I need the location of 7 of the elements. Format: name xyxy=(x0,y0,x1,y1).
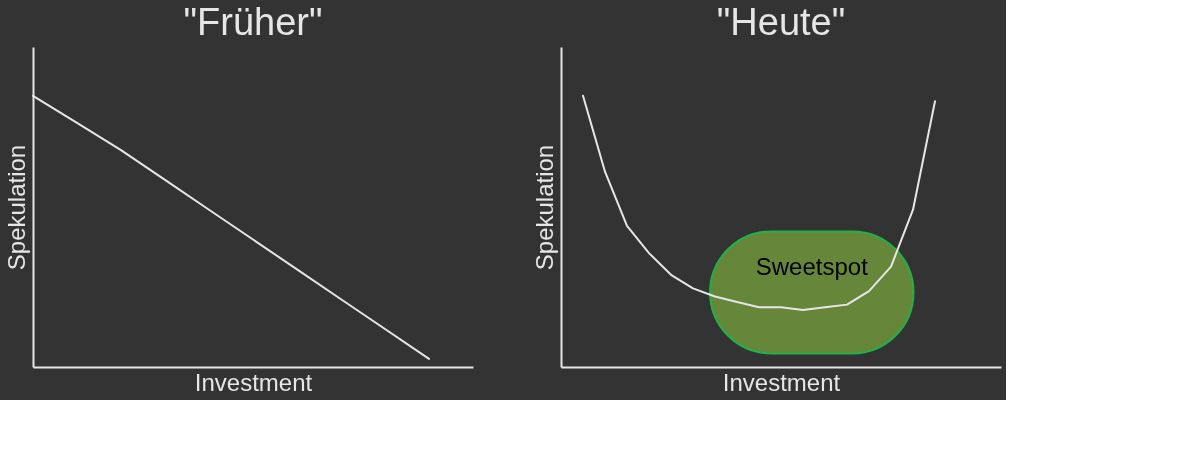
chart-title: "Heute" xyxy=(716,1,846,43)
chart-title: "Früher" xyxy=(183,1,323,43)
band-label: Sweetspot xyxy=(755,253,869,281)
x-axis-title: Investment xyxy=(194,368,313,396)
y-axis-title: Spekulation xyxy=(2,144,30,271)
x-axis-title: Investment xyxy=(722,368,841,396)
y-axis-title: Spekulation xyxy=(530,144,558,271)
